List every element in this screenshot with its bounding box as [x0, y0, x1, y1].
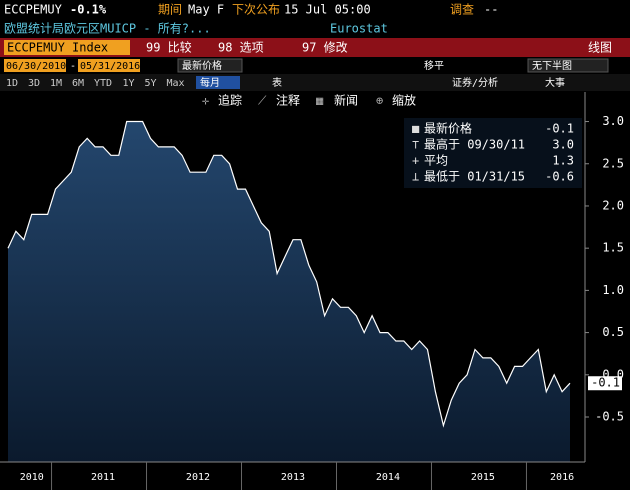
- period-button[interactable]: Max: [167, 78, 185, 89]
- field-dropdown[interactable]: [177, 58, 243, 73]
- options-button[interactable]: 98 选项: [218, 41, 264, 55]
- legend-icon: +: [412, 154, 419, 168]
- legend-icon: ■: [412, 122, 420, 136]
- description: 欧盟统计局欧元区MUICP - 所有?...: [4, 22, 211, 36]
- source: Eurostat: [330, 22, 388, 36]
- date-separator: -: [70, 61, 76, 72]
- legend-value: 1.3: [552, 154, 574, 168]
- x-tick-label: 2012: [186, 472, 210, 483]
- y-tick-label: 3.0: [602, 114, 624, 128]
- legend-value: -0.1: [545, 122, 574, 136]
- x-tick-label: 2014: [376, 472, 400, 483]
- ticker: ECCPEMUY: [4, 3, 63, 17]
- events-button[interactable]: 大事: [545, 76, 565, 89]
- last-value: -0.1: [591, 376, 620, 390]
- period: May F: [188, 3, 224, 17]
- next-release-label: 下次公布: [232, 3, 280, 17]
- period-bar: [0, 74, 630, 91]
- legend-label: 最低于 01/31/15: [424, 170, 525, 184]
- period-button[interactable]: 1D: [6, 78, 18, 89]
- table-button[interactable]: 表: [272, 76, 282, 89]
- zoom-icon: ⊕: [376, 94, 383, 108]
- survey-label: 调查: [450, 3, 474, 17]
- track-icon: ✛: [202, 94, 209, 108]
- security[interactable]: ECCPEMUY Index: [7, 41, 108, 55]
- line: [7, 120, 571, 428]
- legend-label: 最高于 09/30/11: [424, 137, 525, 152]
- period-label: 期间: [158, 3, 182, 17]
- legend-label: 平均: [424, 154, 448, 168]
- legend-icon: ⊥: [412, 170, 419, 184]
- edit-button[interactable]: 97 修改: [302, 40, 348, 55]
- x-tick-label: 2016: [550, 472, 574, 483]
- survey: --: [484, 3, 498, 17]
- period-button[interactable]: 1M: [50, 78, 62, 89]
- x-tick-label: 2010: [20, 472, 44, 483]
- legend-box: [404, 118, 582, 188]
- period-button[interactable]: 6M: [72, 78, 84, 89]
- compare-button[interactable]: 99 比较: [146, 40, 192, 55]
- track-button[interactable]: 追踪: [218, 93, 242, 108]
- security-input[interactable]: [4, 40, 130, 55]
- area: [8, 121, 570, 462]
- lower-chart[interactable]: 无下半图: [532, 59, 572, 72]
- note-icon: ⟋: [258, 94, 267, 108]
- period-button[interactable]: 5Y: [145, 78, 157, 89]
- last-value-tag: [588, 376, 622, 391]
- legend-value: 3.0: [552, 138, 574, 152]
- y-tick-label: 2.0: [602, 198, 624, 212]
- field[interactable]: 最新价格: [182, 59, 222, 72]
- news-icon: ▦: [316, 94, 324, 108]
- y-tick-label: -0.5: [595, 410, 624, 424]
- y-tick-label: 2.5: [602, 156, 624, 170]
- x-axis-band: [0, 462, 630, 490]
- period-button[interactable]: YTD: [94, 78, 112, 89]
- frequency-dropdown[interactable]: [196, 76, 240, 89]
- view-label: 线图: [588, 41, 612, 55]
- next-release: 15 Jul 05:00: [284, 3, 371, 17]
- frequency[interactable]: 每月: [200, 76, 220, 89]
- end-date-input[interactable]: [78, 59, 140, 72]
- legend: ■ 最新价格 -0.1 ⊤ 最高于 09/30/11 3.0 + 平均 1.3 ⊥ 最低于 01/3…: [404, 118, 582, 188]
- y-tick-label: 1.5: [602, 241, 624, 255]
- y-tick-label: 1.0: [602, 283, 624, 297]
- news-button[interactable]: 新闻: [334, 93, 358, 108]
- smoothing[interactable]: 移平: [424, 59, 444, 72]
- lower-chart-dropdown[interactable]: [527, 58, 609, 73]
- zoom-button[interactable]: 缩放: [392, 93, 416, 108]
- x-tick-label: 2015: [471, 472, 495, 483]
- command-bar: [0, 38, 630, 57]
- start-date-input[interactable]: [4, 59, 66, 72]
- legend-label: 最新价格: [424, 121, 472, 136]
- x-tick-label: 2013: [281, 472, 305, 483]
- analysis-button[interactable]: 证券/分析: [452, 76, 498, 89]
- note-button[interactable]: 注释: [276, 93, 300, 108]
- period-button[interactable]: 3D: [28, 78, 40, 89]
- change: -0.1%: [70, 3, 107, 17]
- start-date[interactable]: 06/30/2010: [6, 61, 66, 72]
- legend-value: -0.6: [545, 170, 574, 184]
- period-button[interactable]: 1Y: [123, 78, 135, 89]
- legend-icon: ⊤: [412, 138, 419, 152]
- end-date[interactable]: 05/31/2016: [80, 61, 140, 72]
- x-tick-label: 2011: [91, 472, 115, 483]
- y-tick-label: 0.5: [602, 325, 624, 339]
